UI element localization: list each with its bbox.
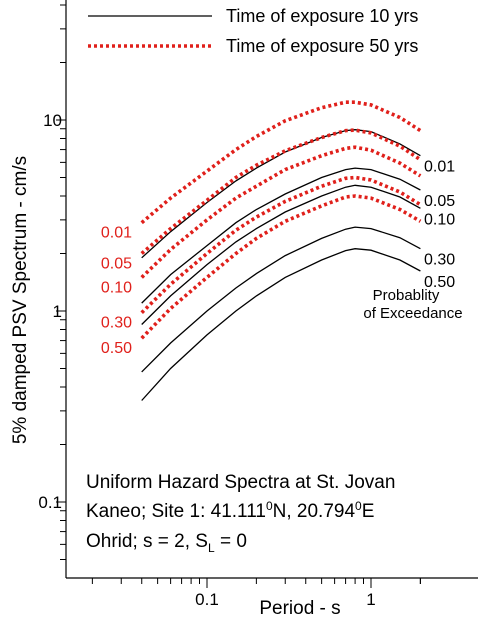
tick-labels: 0.1 1 0.1 1 10	[38, 111, 375, 609]
info-line-2-mid: N, 20.794	[273, 501, 356, 522]
curve-label-50yrs-010: 0.10	[101, 279, 132, 296]
info-line-3-prefix: Ohrid; s = 2, S	[86, 531, 208, 552]
info-line-3: Ohrid; s = 2, SL = 0	[86, 531, 247, 555]
info-line-3-suffix: = 0	[215, 531, 247, 552]
ticks	[56, 4, 421, 588]
series-line-50yrs-001	[140, 100, 422, 225]
x-tick-label: 1	[366, 590, 375, 609]
series-line-10yrs-050	[141, 248, 421, 401]
y-tick-label: 10	[43, 111, 62, 130]
legend: Time of exposure 10 yrs Time of exposure…	[88, 6, 418, 56]
info-line-2-suffix: E	[362, 501, 375, 522]
curve-label-10yrs-050: 0.50	[424, 274, 455, 291]
series-line-50yrs-030	[140, 175, 422, 314]
curve-label-10yrs-010: 0.10	[424, 211, 455, 228]
series-line-10yrs-001	[141, 129, 421, 259]
axes	[65, 0, 478, 579]
exceedance-label-line1: Probablity	[373, 287, 440, 304]
series-line-50yrs-010	[140, 145, 422, 279]
x-axis-title: Period - s	[259, 598, 340, 619]
legend-label-10yrs: Time of exposure 10 yrs	[226, 6, 418, 26]
curve-label-10yrs-001: 0.01	[424, 159, 455, 176]
curve-labels: 0.010.050.100.300.500.010.050.100.300.50	[101, 159, 455, 358]
series-line-10yrs-005	[141, 167, 421, 304]
curve-label-10yrs-030: 0.30	[424, 252, 455, 269]
curves	[140, 100, 422, 401]
series-line-50yrs-005	[140, 128, 422, 255]
info-line-2: Kaneo; Site 1: 41.1110N, 20.7940E	[86, 499, 374, 522]
x-tick-label: 0.1	[195, 590, 219, 609]
series-line-10yrs-010	[141, 184, 421, 325]
series-line-10yrs-030	[141, 226, 421, 373]
info-line-2-prefix: Kaneo; Site 1: 41.111	[86, 501, 266, 522]
info-line-2-degree-1: 0	[266, 499, 273, 513]
y-axis-title: 5% damped PSV Spectrum - cm/s	[10, 156, 31, 444]
curve-label-50yrs-005: 0.05	[101, 256, 132, 273]
curve-label-10yrs-005: 0.05	[424, 193, 455, 210]
y-tick-label: 1	[53, 302, 62, 321]
info-line-1: Uniform Hazard Spectra at St. Jovan	[86, 472, 395, 493]
exceedance-label-line2: of Exceedance	[363, 305, 462, 322]
info-line-3-subscript: L	[208, 541, 215, 555]
y-tick-label: 0.1	[38, 493, 62, 512]
series-line-50yrs-050	[140, 194, 422, 340]
legend-label-50yrs: Time of exposure 50 yrs	[226, 36, 418, 56]
curve-label-50yrs-050: 0.50	[101, 340, 132, 357]
info-line-2-degree-2: 0	[355, 499, 362, 513]
curve-label-50yrs-030: 0.30	[101, 315, 132, 332]
curve-label-50yrs-001: 0.01	[101, 225, 132, 242]
